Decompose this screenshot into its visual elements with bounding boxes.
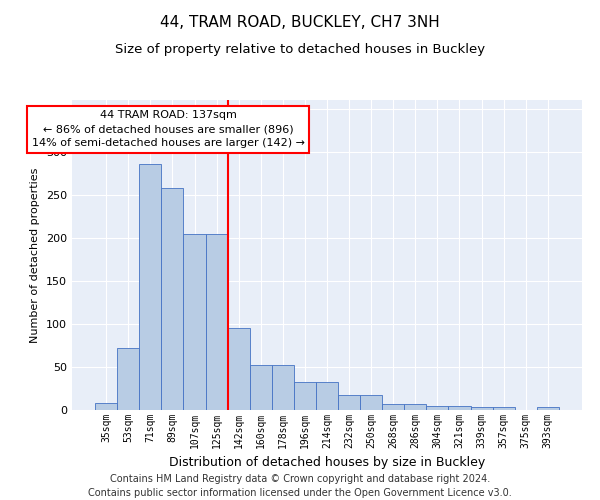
- Bar: [493, 406, 515, 410]
- Bar: [294, 382, 316, 410]
- Bar: [338, 394, 360, 410]
- Bar: [139, 164, 161, 410]
- Bar: [360, 394, 382, 410]
- Bar: [117, 348, 139, 410]
- Bar: [427, 406, 448, 410]
- Bar: [382, 404, 404, 410]
- Bar: [250, 365, 272, 410]
- Text: 44 TRAM ROAD: 137sqm
← 86% of detached houses are smaller (896)
14% of semi-deta: 44 TRAM ROAD: 137sqm ← 86% of detached h…: [32, 110, 305, 148]
- Bar: [470, 406, 493, 410]
- Bar: [184, 234, 206, 410]
- Text: Contains HM Land Registry data © Crown copyright and database right 2024.
Contai: Contains HM Land Registry data © Crown c…: [88, 474, 512, 498]
- Y-axis label: Number of detached properties: Number of detached properties: [31, 168, 40, 342]
- Bar: [161, 188, 184, 410]
- Bar: [537, 408, 559, 410]
- Text: Size of property relative to detached houses in Buckley: Size of property relative to detached ho…: [115, 42, 485, 56]
- Bar: [227, 328, 250, 410]
- Bar: [316, 382, 338, 410]
- Bar: [448, 406, 470, 410]
- Bar: [404, 404, 427, 410]
- Bar: [206, 234, 227, 410]
- Bar: [272, 365, 294, 410]
- Text: 44, TRAM ROAD, BUCKLEY, CH7 3NH: 44, TRAM ROAD, BUCKLEY, CH7 3NH: [160, 15, 440, 30]
- X-axis label: Distribution of detached houses by size in Buckley: Distribution of detached houses by size …: [169, 456, 485, 469]
- Bar: [95, 403, 117, 410]
